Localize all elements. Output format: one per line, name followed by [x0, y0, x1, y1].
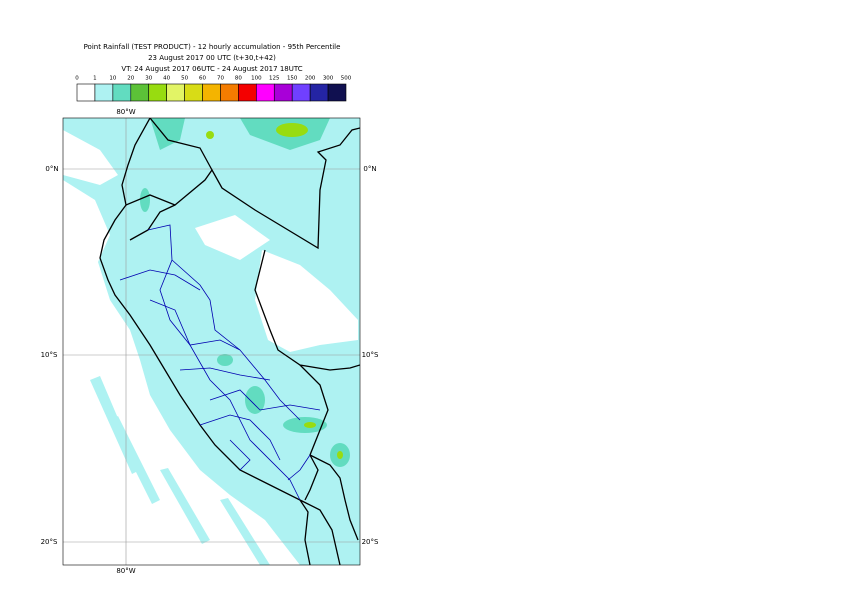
- legend-swatch: [148, 83, 167, 102]
- legend-swatch: [273, 83, 293, 102]
- legend-label: 60: [199, 76, 206, 82]
- legend-label: 300: [323, 76, 334, 82]
- legend-label: 20: [127, 76, 134, 82]
- legend-label: 100: [251, 76, 262, 82]
- legend-swatch: [238, 83, 257, 102]
- lat-label: 20°S: [41, 538, 58, 546]
- legend-label: 50: [181, 76, 188, 82]
- legend-swatch: [202, 83, 221, 102]
- legend-label: 80: [235, 76, 242, 82]
- legend-label: 70: [217, 76, 224, 82]
- legend-label: 150: [287, 76, 298, 82]
- legend-swatch: [130, 83, 150, 102]
- legend: 0 1 10 20 30 40 50 60 70 80 100 125 150 200 300 500: [75, 76, 352, 102]
- legend-label: 500: [341, 76, 352, 82]
- lat-label: 20°S: [362, 538, 379, 546]
- map: [63, 118, 360, 565]
- map-frame: [62, 117, 361, 566]
- lat-label: 0°N: [363, 165, 376, 173]
- legend-label: 200: [305, 76, 316, 82]
- legend-swatch: [94, 83, 114, 102]
- legend-label: 10: [109, 76, 116, 82]
- legend-swatch: [291, 83, 311, 102]
- legend-swatch: [112, 83, 132, 102]
- heavy-rain: [206, 123, 343, 459]
- lon-label: 80°W: [116, 108, 135, 116]
- lat-label: 10°S: [41, 351, 58, 359]
- regions: [119, 224, 321, 501]
- legend-swatch: [220, 83, 239, 102]
- legend-label: 125: [269, 76, 280, 82]
- legend-swatch: [256, 83, 275, 102]
- borders: [99, 118, 360, 565]
- title: Point Rainfall (TEST PRODUCT) - 12 hourl…: [84, 43, 341, 51]
- legend-label: 40: [163, 76, 170, 82]
- legend-swatch: [327, 83, 347, 102]
- legend-swatch: [166, 83, 185, 102]
- legend-label: 0: [75, 76, 79, 82]
- legend-swatch: [76, 83, 96, 102]
- legend-swatch: [309, 83, 329, 102]
- dry-areas: [63, 130, 358, 565]
- lon-label: 80°W: [116, 567, 135, 575]
- legend-label: 30: [145, 76, 152, 82]
- legend-label: 1: [93, 76, 97, 82]
- legend-swatch: [184, 83, 203, 102]
- axis-labels: 0°N 0°N 10°S 10°S 20°S 20°S 80°W 80°W: [41, 108, 379, 575]
- subtitle: 23 August 2017 00 UTC (t+30,t+42): [148, 54, 276, 62]
- wet-streaks: [90, 376, 270, 565]
- lat-label: 0°N: [45, 165, 58, 173]
- lat-label: 10°S: [362, 351, 379, 359]
- subtitle: VT: 24 August 2017 06UTC - 24 August 201…: [121, 65, 302, 73]
